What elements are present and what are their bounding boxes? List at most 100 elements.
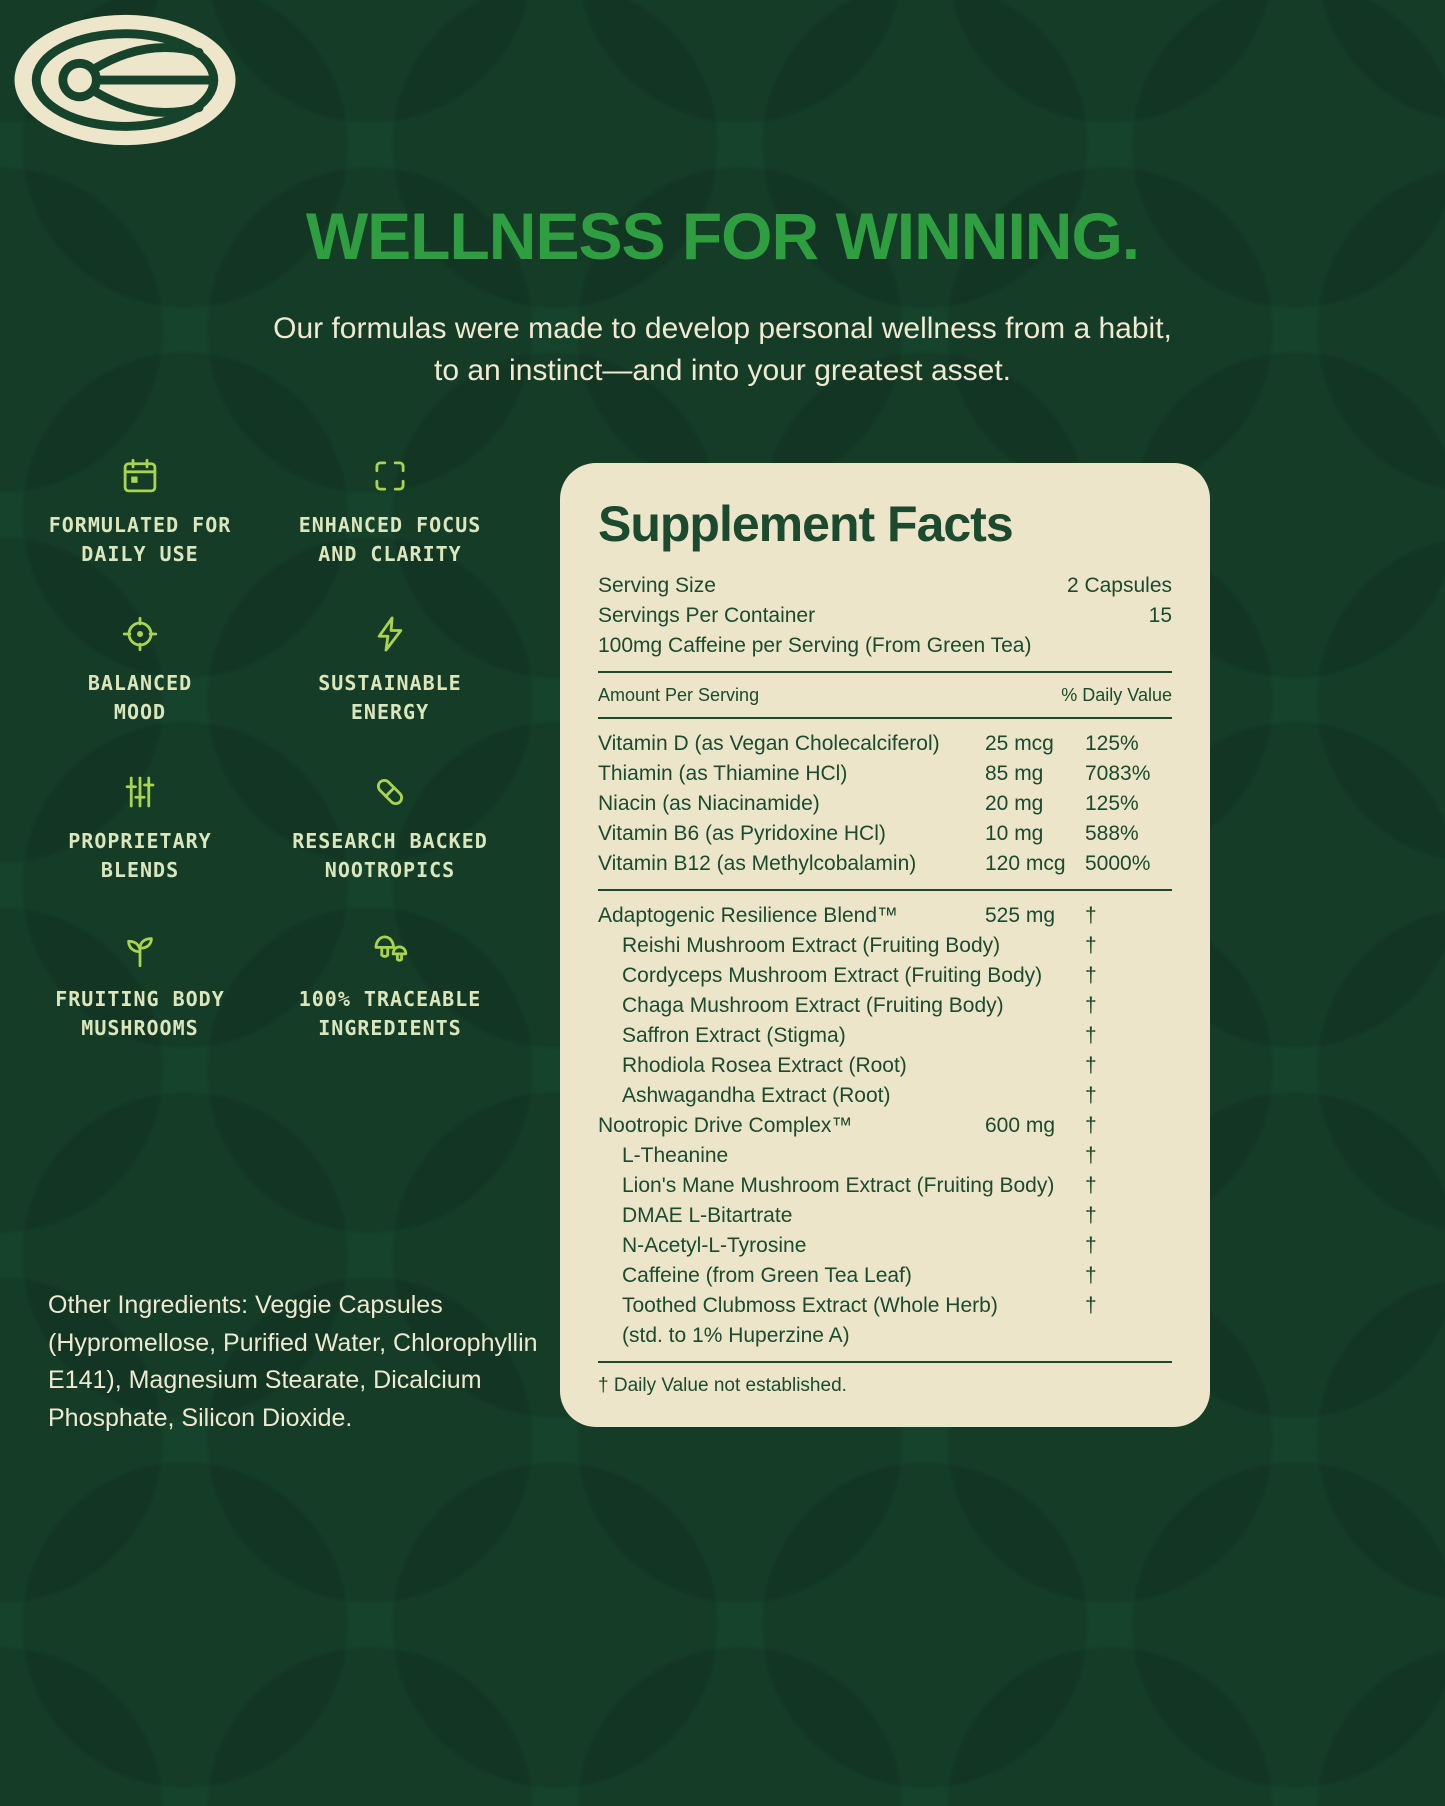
blend-item-name: Saffron Extract (Stigma) [622, 1024, 846, 1047]
blend-item-dv: † [1085, 934, 1097, 957]
feature-traceable-ingredients: 100% TRACEABLE INGREDIENTS [270, 929, 510, 1043]
mushrooms-icon [369, 929, 411, 971]
blend-item-row: Saffron Extract (Stigma) † [598, 1021, 1172, 1051]
feature-label: SUSTAINABLE ENERGY [318, 671, 462, 724]
blend-item-dv: † [1085, 1294, 1097, 1317]
blend-item-row: L-Theanine † [598, 1141, 1172, 1171]
feature-label: RESEARCH BACKED NOOTROPICS [292, 829, 488, 882]
blend-item-row: Lion's Mane Mushroom Extract (Fruiting B… [598, 1171, 1172, 1201]
blend-item-dv: † [1085, 1084, 1097, 1107]
caffeine-note: 100mg Caffeine per Serving (From Green T… [598, 634, 1032, 657]
lightning-icon [369, 613, 411, 655]
supplement-facts-title: Supplement Facts [598, 496, 1014, 552]
feature-balanced-mood: BALANCED MOOD [20, 613, 260, 727]
blend-name: Adaptogenic Resilience Blend™ [598, 904, 899, 927]
divider [598, 1361, 1172, 1363]
blend-item-name: Cordyceps Mushroom Extract (Fruiting Bod… [622, 964, 1043, 987]
nutrient-dv: 588% [1085, 822, 1139, 845]
feature-label: PROPRIETARY BLENDS [68, 829, 212, 882]
facts-column-header: Amount Per Serving % Daily Value [598, 683, 1172, 707]
blend-item-dv: † [1085, 1144, 1097, 1167]
blend-item-row: Caffeine (from Green Tea Leaf) † [598, 1261, 1172, 1291]
blend-item-row: DMAE L-Bitartrate † [598, 1201, 1172, 1231]
blend-item-dv: † [1085, 1234, 1097, 1257]
page-subtitle: Our formulas were made to develop person… [273, 312, 1172, 387]
nutrient-amount: 10 mg [985, 822, 1044, 845]
feature-label: BALANCED MOOD [87, 671, 193, 724]
nutrient-dv: 5000% [1085, 852, 1151, 875]
blend-item-row: Toothed Clubmoss Extract (Whole Herb) (s… [598, 1291, 1172, 1351]
page-title: WELLNESS FOR WINNING. [305, 199, 1140, 273]
blend-item-row: Ashwagandha Extract (Root) † [598, 1081, 1172, 1111]
nutrient-dv: 125% [1085, 732, 1139, 755]
blend-item-dv: † [1085, 1054, 1097, 1077]
nutrient-row: Vitamin B12 (as Methylcobalamin) 120 mcg… [598, 849, 1172, 879]
amount-per-serving-header: Amount Per Serving [598, 685, 760, 705]
blend-amount: 600 mg [985, 1114, 1056, 1137]
nutrient-amount: 85 mg [985, 762, 1044, 785]
feature-sustainable-energy: SUSTAINABLE ENERGY [270, 613, 510, 727]
servings-per-container-row: Servings Per Container 15 [598, 601, 1172, 631]
other-ingredients-text: Other Ingredients: Veggie Capsules (Hypr… [48, 1291, 538, 1432]
nutrient-dv: 7083% [1085, 762, 1151, 785]
nutrient-name: Vitamin D (as Vegan Cholecalciferol) [598, 732, 940, 755]
blend-item-name: Toothed Clubmoss Extract (Whole Herb) (s… [622, 1294, 998, 1347]
nutrient-row: Vitamin D (as Vegan Cholecalciferol) 25 … [598, 729, 1172, 759]
serving-size-label: Serving Size [598, 574, 716, 597]
nutrient-row: Niacin (as Niacinamide) 20 mg 125% [598, 789, 1172, 819]
focus-frame-icon [369, 455, 411, 497]
nutrient-name: Vitamin B12 (as Methylcobalamin) [598, 852, 917, 875]
nutrient-row: Thiamin (as Thiamine HCl) 85 mg 7083% [598, 759, 1172, 789]
blend-header-row: Adaptogenic Resilience Blend™ 525 mg † [598, 901, 1172, 931]
blend-item-dv: † [1085, 1174, 1097, 1197]
calendar-icon [119, 455, 161, 497]
serving-size-row: Serving Size 2 Capsules [598, 571, 1172, 601]
blend-item-name: Rhodiola Rosea Extract (Root) [622, 1054, 907, 1077]
feature-enhanced-focus: ENHANCED FOCUS AND CLARITY [270, 455, 510, 569]
feature-fruiting-body: FRUITING BODY MUSHROOMS [20, 929, 260, 1043]
blend-dv: † [1085, 1114, 1097, 1137]
blend-item-name: Caffeine (from Green Tea Leaf) [622, 1264, 912, 1287]
nutrient-amount: 20 mg [985, 792, 1044, 815]
nutrient-dv: 125% [1085, 792, 1139, 815]
feature-label: ENHANCED FOCUS AND CLARITY [298, 513, 482, 566]
capsule-icon [369, 771, 411, 813]
blend-item-dv: † [1085, 964, 1097, 987]
blend-item-name: DMAE L-Bitartrate [622, 1204, 793, 1227]
feature-label: FORMULATED FOR DAILY USE [48, 513, 232, 566]
blend-item-row: N-Acetyl-L-Tyrosine † [598, 1231, 1172, 1261]
feature-proprietary-blends: PROPRIETARY BLENDS [20, 771, 260, 885]
sliders-icon [119, 771, 161, 813]
blend-amount: 525 mg [985, 904, 1056, 927]
blend-item-dv: † [1085, 1264, 1097, 1287]
divider [598, 717, 1172, 719]
daily-value-footnote: † Daily Value not established. [598, 1375, 847, 1396]
blend-item-name: Reishi Mushroom Extract (Fruiting Body) [622, 934, 1001, 957]
blend-header-row: Nootropic Drive Complex™ 600 mg † [598, 1111, 1172, 1141]
nutrient-name: Thiamin (as Thiamine HCl) [598, 762, 848, 785]
daily-value-header: % Daily Value [1061, 685, 1172, 705]
servings-value: 15 [1148, 604, 1172, 627]
divider [598, 889, 1172, 891]
blend-name: Nootropic Drive Complex™ [598, 1114, 853, 1137]
servings-label: Servings Per Container [598, 604, 816, 627]
feature-research-backed: RESEARCH BACKED NOOTROPICS [270, 771, 510, 885]
brand-logo-icon [14, 14, 236, 146]
divider [598, 671, 1172, 673]
supplement-facts-panel: Supplement Facts Serving Size 2 Capsules… [560, 463, 1210, 1427]
nutrient-amount: 25 mcg [985, 732, 1054, 755]
blend-item-row: Reishi Mushroom Extract (Fruiting Body) … [598, 931, 1172, 961]
blend-item-name: N-Acetyl-L-Tyrosine [622, 1234, 807, 1257]
blend-item-row: Chaga Mushroom Extract (Fruiting Body) † [598, 991, 1172, 1021]
blend-dv: † [1085, 904, 1097, 927]
nutrient-name: Vitamin B6 (as Pyridoxine HCl) [598, 822, 886, 845]
feature-label: FRUITING BODY MUSHROOMS [55, 987, 225, 1040]
nutrient-row: Vitamin B6 (as Pyridoxine HCl) 10 mg 588… [598, 819, 1172, 849]
target-icon [119, 613, 161, 655]
nutrient-name: Niacin (as Niacinamide) [598, 792, 820, 815]
blend-item-row: Rhodiola Rosea Extract (Root) † [598, 1051, 1172, 1081]
blend-item-row: Cordyceps Mushroom Extract (Fruiting Bod… [598, 961, 1172, 991]
nutrient-amount: 120 mcg [985, 852, 1066, 875]
blend-item-name: L-Theanine [622, 1144, 729, 1167]
